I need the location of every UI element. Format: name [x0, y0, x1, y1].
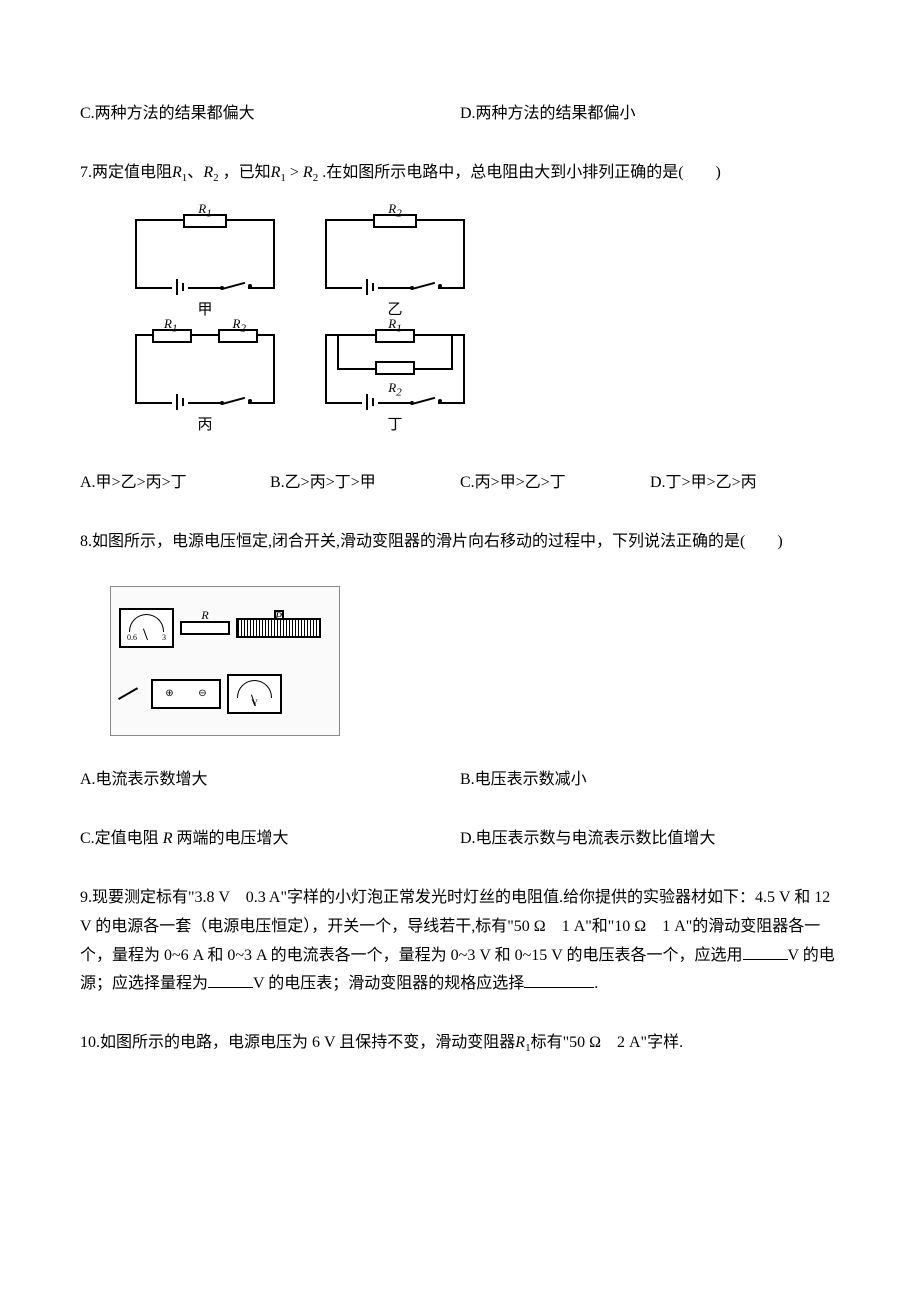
fixed-res-label: R	[201, 605, 208, 627]
q8-optc-r: R	[163, 830, 173, 847]
switch-icon	[119, 684, 145, 704]
q7-stem-mid: ，已知	[219, 164, 271, 181]
blank-source	[743, 942, 788, 960]
fixed-resistor-icon: R	[180, 621, 230, 635]
blank-voltmeter	[208, 971, 253, 989]
q7-r1b: R	[271, 164, 281, 181]
q9-text3: V 的电压表；滑动变阻器的规格应选择	[253, 975, 524, 992]
question-9: 9.现要测定标有"3.8 V 0.3 A"字样的小灯泡正常发光时灯丝的电阻值.给…	[80, 884, 840, 999]
circuit-jia: R1 甲	[120, 219, 290, 324]
q7-diagram: R1 甲 R2 乙 R1 R2 丙	[120, 219, 840, 439]
ammeter-icon: 0.6 3	[119, 608, 174, 648]
voltmeter-icon: V	[227, 674, 282, 714]
q9-text4: .	[594, 975, 598, 992]
label-bing: 丙	[197, 412, 212, 439]
question-10: 10.如图所示的电路，电源电压为 6 V 且保持不变，滑动变阻器R1标有"50 …	[80, 1029, 840, 1059]
q7-r1: R	[172, 164, 182, 181]
rheostat-slider-label: P	[275, 606, 282, 628]
q8-opt-c: C.定值电阻 R 两端的电压增大	[80, 825, 460, 854]
q10-pre: 10.如图所示的电路，电源电压为 6 V 且保持不变，滑动变阻器	[80, 1034, 515, 1051]
label-jia: 甲	[197, 297, 212, 324]
option-c: C.两种方法的结果都偏大	[80, 100, 460, 129]
blank-rheostat	[524, 971, 594, 989]
q7-opt-d: D.丁>甲>乙>丙	[650, 469, 840, 498]
circuit-ding: R1 R2 丁	[310, 334, 480, 439]
q7-r2: R	[203, 164, 213, 181]
q8-opt-b: B.电压表示数减小	[460, 766, 840, 795]
circuit-yi: R2 乙	[310, 219, 480, 324]
question-prev-options-cd: C.两种方法的结果都偏大 D.两种方法的结果都偏小	[80, 100, 840, 129]
q7-rel: >	[286, 164, 303, 181]
q8-options-cd: C.定值电阻 R 两端的电压增大 D.电压表示数与电流表示数比值增大	[80, 825, 840, 854]
q8-opt-d: D.电压表示数与电流表示数比值增大	[460, 825, 840, 854]
power-source-icon	[151, 679, 221, 709]
option-d: D.两种方法的结果都偏小	[460, 100, 840, 129]
question-7-stem: 7.两定值电阻R1、R2 ，已知R1 > R2 .在如图所示电路中，总电阻由大到…	[80, 159, 840, 189]
q7-opt-c: C.丙>甲>乙>丁	[460, 469, 650, 498]
q7-stem-pre: 7.两定值电阻	[80, 164, 172, 181]
q7-options: A.甲>乙>丙>丁 B.乙>丙>丁>甲 C.丙>甲>乙>丁 D.丁>甲>乙>丙	[80, 469, 840, 498]
q7-r2b: R	[303, 164, 313, 181]
q9-text1: 9.现要测定标有"3.8 V 0.3 A"字样的小灯泡正常发光时灯丝的电阻值.给…	[80, 889, 830, 964]
rheostat-icon: P	[236, 618, 321, 638]
q10-r: R	[515, 1034, 525, 1051]
label-ding: 丁	[387, 412, 402, 439]
q8-optc-post: 两端的电压增大	[172, 830, 288, 847]
q8-options-ab: A.电流表示数增大 B.电压表示数减小	[80, 766, 840, 795]
q7-sep: 、	[187, 164, 203, 181]
q7-stem-post: .在如图所示电路中，总电阻由大到小排列正确的是( )	[318, 164, 721, 181]
q8-opt-a: A.电流表示数增大	[80, 766, 460, 795]
question-8-stem: 8.如图所示，电源电压恒定,闭合开关,滑动变阻器的滑片向右移动的过程中，下列说法…	[80, 528, 840, 557]
q8-optc-pre: C.定值电阻	[80, 830, 163, 847]
circuit-bing: R1 R2 丙	[120, 334, 290, 439]
q8-diagram: 0.6 3 R P V	[110, 586, 340, 736]
q10-post: 标有"50 Ω 2 A"字样.	[531, 1034, 684, 1051]
q7-opt-b: B.乙>丙>丁>甲	[270, 469, 460, 498]
q7-opt-a: A.甲>乙>丙>丁	[80, 469, 270, 498]
